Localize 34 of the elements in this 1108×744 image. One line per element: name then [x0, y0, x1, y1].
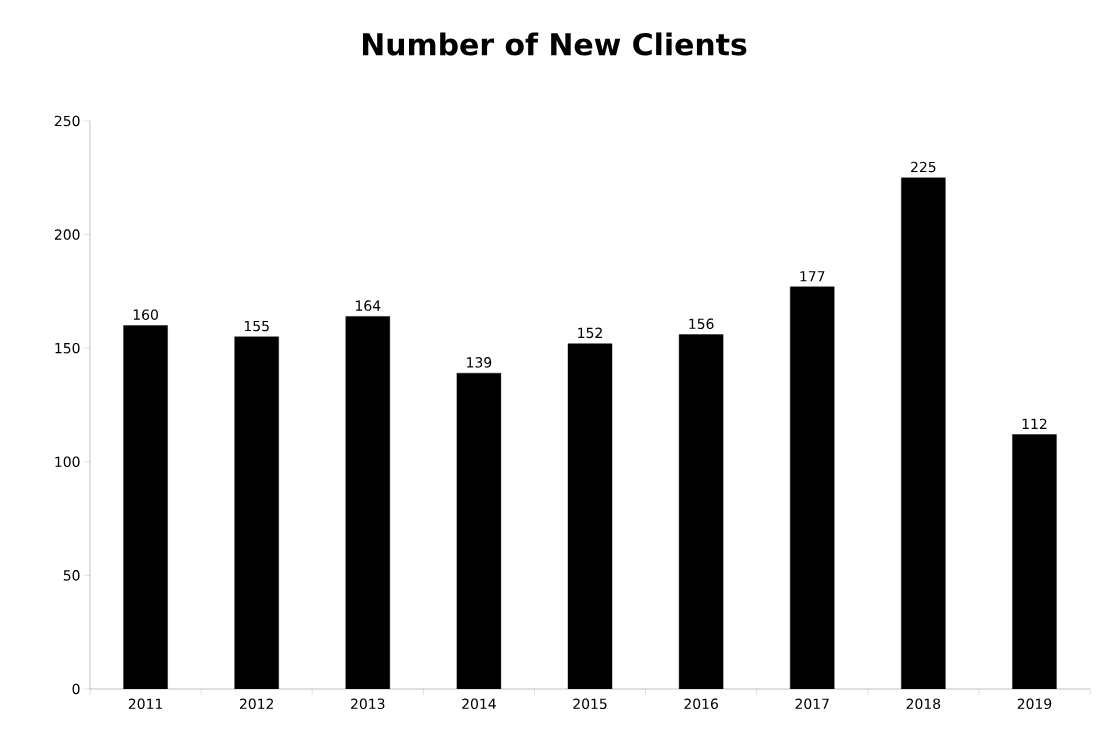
bar: [234, 336, 279, 689]
bar: [678, 334, 724, 689]
y-tick-label: 250: [54, 115, 80, 127]
x-tick-label: 2015: [573, 698, 607, 710]
x-tick-label: 2018: [906, 698, 941, 710]
y-tick-label: 100: [55, 456, 80, 468]
bar: [901, 177, 946, 689]
chart-title: Number of New Clients: [362, 32, 747, 56]
y-tick-label: 200: [54, 229, 80, 240]
x-tick-label: 2011: [128, 698, 163, 710]
data-label: 155: [244, 320, 269, 332]
data-label: 112: [1022, 418, 1047, 429]
y-tick-label: 50: [63, 570, 80, 581]
x-tick-label: 2016: [684, 698, 718, 710]
bar: [123, 325, 168, 689]
data-label: 160: [133, 309, 158, 320]
data-label: 225: [911, 161, 936, 173]
x-tick-label: 2017: [795, 698, 829, 710]
x-tick-label: 2012: [239, 698, 274, 710]
x-tick-label: 2019: [1017, 698, 1052, 710]
data-label: 177: [800, 271, 825, 282]
data-label: 156: [689, 318, 714, 330]
bar: [345, 316, 390, 689]
x-tick-label: 2013: [351, 698, 385, 710]
bar: [790, 286, 835, 689]
y-tick-label: 0: [72, 683, 80, 695]
bar: [567, 343, 613, 689]
bar: [1012, 434, 1057, 689]
data-label: 139: [467, 357, 492, 368]
bar: [456, 372, 502, 689]
data-label: 152: [578, 327, 602, 339]
x-tick-label: 2014: [462, 698, 496, 710]
y-tick-label: 150: [55, 342, 80, 354]
data-label: 164: [356, 300, 381, 311]
